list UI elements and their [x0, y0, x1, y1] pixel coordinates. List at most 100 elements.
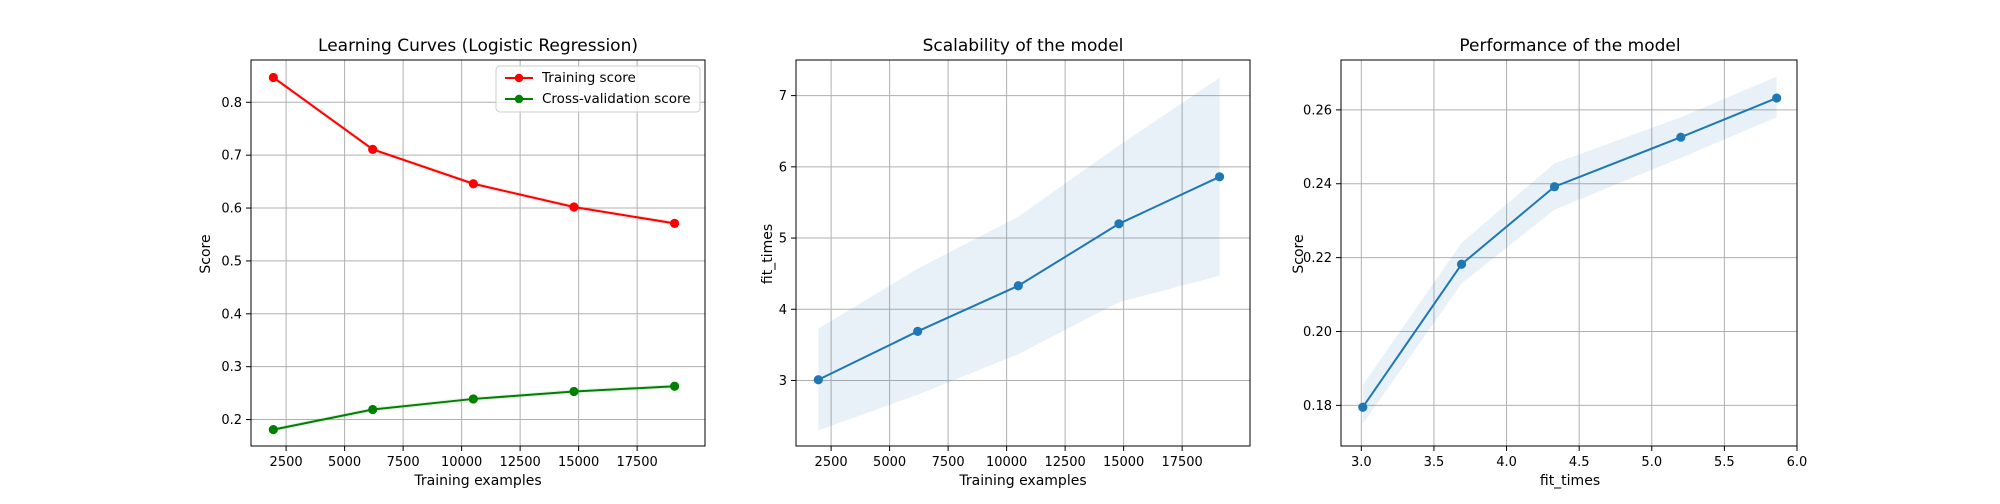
y-tick-label: 0.20 [1303, 325, 1332, 340]
x-tick-label: 5000 [328, 455, 361, 470]
data-point [1456, 259, 1467, 269]
legend-box [495, 65, 701, 113]
y-tick-label: 0.24 [1303, 177, 1332, 192]
series-line [1361, 97, 1778, 408]
x-tick-label: 15000 [1103, 455, 1144, 470]
data-point [368, 404, 378, 415]
x-ticks: 2500 5000 7500 10000 12500 15000 17500 [815, 446, 1203, 470]
data-point [913, 326, 923, 336]
confidence-bands [273, 75, 675, 432]
data-point [1549, 182, 1560, 192]
legend-label-training: Training score [541, 70, 636, 86]
data-point [813, 375, 823, 385]
y-axis-label: Score [1291, 234, 1307, 273]
data-points [1358, 93, 1782, 412]
x-tick-label: 10000 [441, 455, 482, 470]
x-tick-label: 17500 [1161, 455, 1202, 470]
x-tick-label: 7500 [932, 455, 965, 470]
data-point [1214, 172, 1225, 182]
data-point [1013, 281, 1023, 291]
series-lines [1361, 97, 1778, 408]
x-tick-label: 6.0 [1787, 455, 1808, 470]
data-point [268, 72, 278, 83]
data-points [268, 72, 680, 435]
series-lines [272, 76, 675, 431]
data-point [569, 386, 579, 397]
y-tick-label: 0.5 [221, 254, 242, 269]
y-tick-label: 0.6 [221, 202, 242, 217]
data-point [268, 425, 278, 435]
y-tick-label: 0.22 [1303, 251, 1332, 266]
x-tick-label: 3.5 [1424, 455, 1445, 470]
x-tick-label: 2500 [270, 455, 303, 470]
x-tick-label: 17500 [616, 455, 657, 470]
x-tick-label: 2500 [815, 455, 848, 470]
y-tick-label: 0.2 [221, 413, 242, 428]
y-tick-label: 7 [779, 89, 787, 104]
legend-marker-training [514, 73, 524, 83]
x-axis-label: Training examples [413, 473, 541, 489]
data-point [1358, 402, 1368, 412]
scalability-panel: Scalability of the model Training exampl… [760, 36, 1251, 489]
y-tick-label: 0.4 [221, 307, 242, 322]
plot-frame [250, 59, 706, 447]
x-tick-label: 12500 [499, 455, 540, 470]
confidence-band [818, 77, 1220, 431]
y-tick-label: 4 [779, 303, 787, 318]
y-ticks: 0.18 0.20 0.22 0.24 0.26 [1303, 103, 1341, 414]
x-tick-label: 4.0 [1496, 455, 1517, 470]
x-tick-label: 3.0 [1351, 455, 1372, 470]
x-tick-label: 10000 [986, 455, 1027, 470]
y-tick-label: 0.8 [221, 96, 242, 111]
y-tick-label: 5 [779, 232, 787, 247]
performance-panel: Performance of the model fit_times Score… [1291, 36, 1807, 489]
x-ticks: 2500 5000 7500 10000 12500 15000 17500 [270, 446, 658, 470]
data-point [669, 381, 680, 391]
data-point [468, 394, 478, 404]
confidence-bands [1362, 76, 1777, 424]
x-axis-label: fit_times [1540, 473, 1600, 489]
y-axis-label: fit_times [760, 224, 776, 284]
data-point [368, 144, 378, 154]
chart-title: Learning Curves (Logistic Regression) [318, 36, 638, 56]
plot-frame [795, 59, 1251, 447]
x-tick-label: 5.5 [1714, 455, 1735, 470]
y-tick-label: 0.7 [221, 149, 242, 164]
x-tick-label: 15000 [558, 455, 599, 470]
y-ticks: 3 4 5 6 7 [779, 89, 796, 389]
confidence-bands [818, 77, 1220, 431]
x-axis-label: Training examples [958, 473, 1086, 489]
y-ticks: 0.2 0.3 0.4 0.5 0.6 0.7 0.8 [221, 96, 251, 428]
y-tick-label: 0.18 [1303, 399, 1332, 414]
legend-label-cv: Cross-validation score [542, 91, 691, 107]
data-point [1114, 219, 1124, 229]
chart-title: Scalability of the model [923, 36, 1124, 56]
y-tick-label: 0.26 [1303, 103, 1332, 118]
data-points [813, 172, 1225, 385]
data-point [1676, 132, 1686, 142]
x-tick-label: 7500 [387, 455, 420, 470]
y-tick-label: 6 [779, 160, 787, 175]
y-axis-label: Score [198, 234, 214, 273]
x-tick-label: 5000 [873, 455, 906, 470]
x-ticks: 3.0 3.5 4.0 4.5 5.0 5.5 6.0 [1351, 446, 1807, 470]
chart-title: Performance of the model [1459, 36, 1680, 56]
confidence-band [273, 384, 675, 432]
confidence-band [1362, 76, 1777, 424]
series-line [273, 385, 675, 431]
grid [796, 60, 1250, 446]
data-point [669, 218, 680, 228]
plot-frame [1340, 59, 1798, 447]
x-tick-label: 5.0 [1641, 455, 1662, 470]
data-point [1772, 93, 1782, 103]
legend: Training score Cross-validation score [495, 65, 701, 113]
legend-marker-cv [514, 94, 524, 104]
y-tick-label: 3 [779, 374, 787, 389]
x-tick-label: 4.5 [1569, 455, 1590, 470]
y-tick-label: 0.3 [221, 360, 242, 375]
data-point [569, 202, 579, 212]
data-point [468, 179, 478, 189]
x-tick-label: 12500 [1044, 455, 1085, 470]
